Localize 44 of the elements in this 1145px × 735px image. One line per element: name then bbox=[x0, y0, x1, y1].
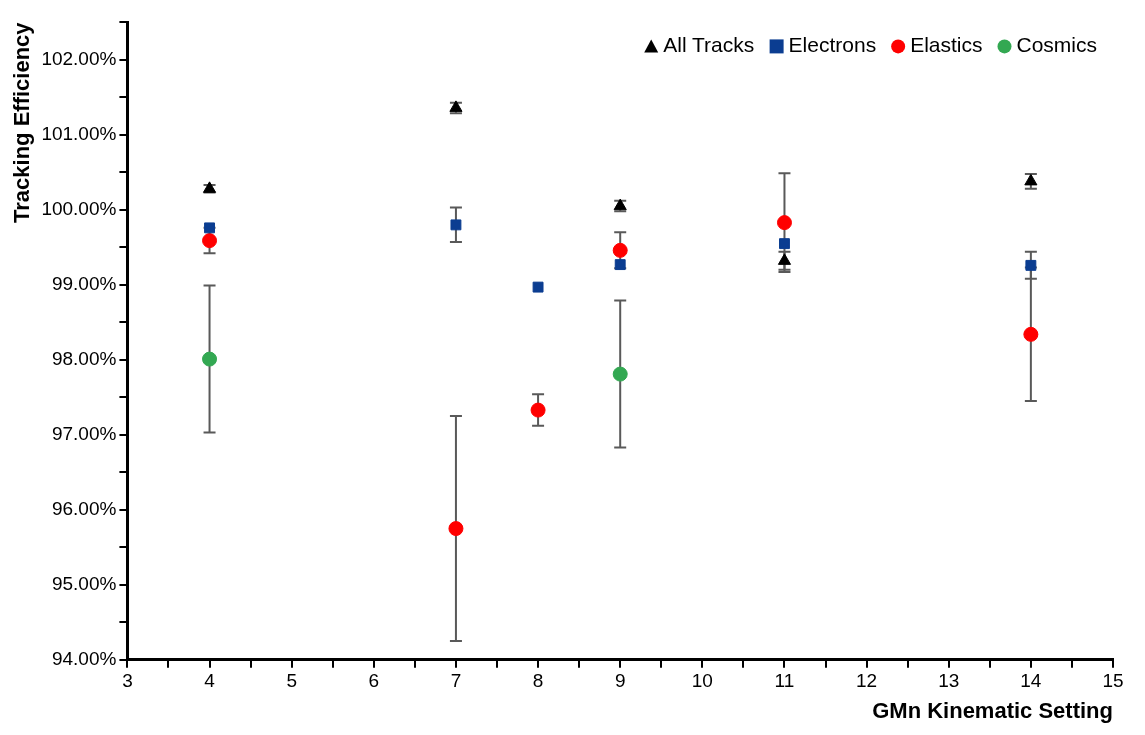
point bbox=[202, 233, 218, 249]
y-tick-label: 101.00% bbox=[41, 123, 117, 145]
x-tick-label: 10 bbox=[691, 670, 713, 692]
y-tick-label: 99.00% bbox=[51, 273, 117, 295]
x-tick-label: 15 bbox=[1102, 670, 1124, 692]
y-tick-label: 95.00% bbox=[51, 573, 117, 595]
x-tick-label: 14 bbox=[1020, 670, 1042, 692]
x-tick-label: 11 bbox=[774, 670, 795, 692]
point bbox=[612, 366, 628, 382]
point bbox=[202, 351, 218, 367]
legend-label: All Tracks bbox=[663, 33, 755, 57]
y-tick-label: 97.00% bbox=[51, 423, 117, 445]
x-tick-label: 9 bbox=[614, 670, 626, 692]
point bbox=[779, 238, 790, 250]
x-tick-label: 7 bbox=[450, 670, 462, 692]
x-tick-label: 4 bbox=[204, 670, 216, 692]
point bbox=[204, 222, 215, 234]
point bbox=[532, 281, 544, 293]
point bbox=[776, 215, 792, 231]
y-tick-label: 100.00% bbox=[41, 198, 117, 220]
y-tick-label: 94.00% bbox=[51, 648, 117, 670]
point bbox=[1024, 173, 1038, 186]
x-axis-title: GMn Kinematic Setting bbox=[872, 697, 1113, 723]
y-tick-label: 98.00% bbox=[51, 348, 117, 370]
point bbox=[530, 402, 546, 418]
y-tick-label: 102.00% bbox=[41, 48, 117, 70]
point bbox=[612, 242, 628, 258]
y-axis-title: Tracking Efficiency bbox=[9, 21, 35, 223]
point bbox=[777, 253, 792, 265]
point bbox=[1025, 259, 1037, 271]
point bbox=[448, 521, 464, 537]
legend-label: Cosmics bbox=[1016, 33, 1098, 57]
y-tick-label: 96.00% bbox=[51, 498, 117, 520]
legend-label: Electrons bbox=[788, 33, 877, 57]
point bbox=[450, 219, 462, 231]
x-tick-label: 8 bbox=[532, 670, 544, 692]
x-tick-label: 3 bbox=[122, 670, 133, 692]
x-tick-label: 13 bbox=[938, 670, 960, 692]
x-tick-label: 5 bbox=[286, 670, 297, 692]
x-tick-label: 6 bbox=[368, 670, 380, 692]
point bbox=[1023, 326, 1039, 342]
x-tick-label: 12 bbox=[856, 670, 878, 692]
legend-label: Elastics bbox=[910, 33, 983, 57]
point bbox=[614, 259, 626, 271]
